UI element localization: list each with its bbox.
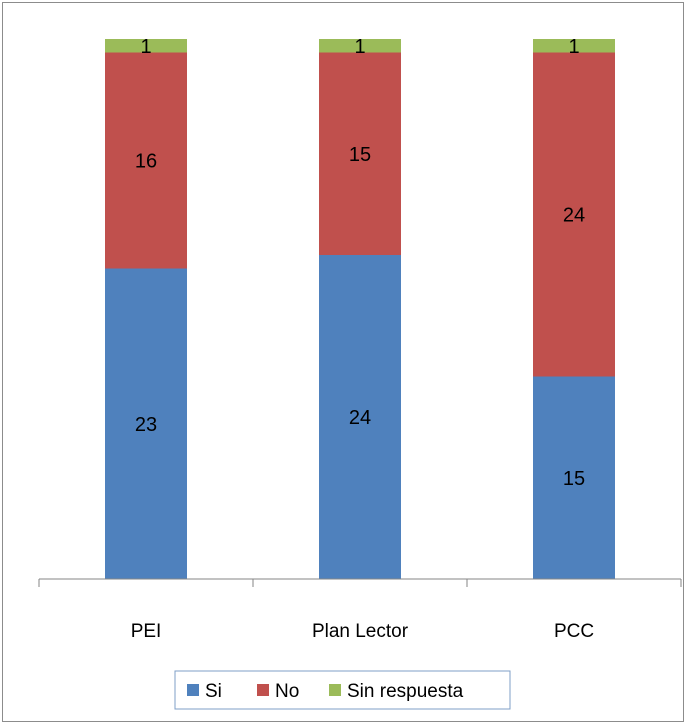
category-label-pcc: PCC bbox=[554, 621, 594, 642]
category-label-plan-lector: Plan Lector bbox=[312, 621, 409, 642]
data-label-plan-lector-sin-respuesta: 1 bbox=[354, 36, 365, 58]
bar-pei-no bbox=[105, 52, 187, 269]
bar-pei-sin-respuesta bbox=[105, 39, 187, 53]
data-label-plan-lector-no: 15 bbox=[349, 144, 371, 166]
legend-label-no: No bbox=[275, 681, 299, 702]
legend: Si No Sin respuesta bbox=[174, 670, 511, 710]
bar-pcc-no bbox=[533, 52, 615, 377]
data-labels-group: 23 16 1 24 15 1 15 24 1 bbox=[135, 36, 585, 490]
data-label-pcc-no: 24 bbox=[563, 205, 585, 227]
legend-label-sin-respuesta: Sin respuesta bbox=[347, 681, 464, 702]
legend-label-si: Si bbox=[205, 681, 222, 702]
data-label-pcc-sin-respuesta: 1 bbox=[568, 36, 579, 58]
data-label-pcc-si: 15 bbox=[563, 468, 585, 490]
data-label-plan-lector-si: 24 bbox=[349, 407, 371, 429]
legend-box bbox=[174, 670, 511, 710]
category-label-pei: PEI bbox=[131, 621, 162, 642]
legend-swatch-si bbox=[187, 684, 199, 696]
bar-pcc-si bbox=[533, 376, 615, 579]
data-label-pei-sin-respuesta: 1 bbox=[140, 36, 151, 58]
data-label-pei-no: 16 bbox=[135, 151, 157, 173]
bar-plan-lector-si bbox=[319, 255, 401, 579]
x-axis bbox=[38, 578, 682, 587]
legend-swatch-sin-respuesta bbox=[329, 684, 341, 696]
bar-pei-si bbox=[105, 268, 187, 579]
category-labels-group: PEI Plan Lector PCC bbox=[131, 621, 594, 642]
bars-group bbox=[105, 39, 615, 579]
bar-plan-lector-sin-respuesta bbox=[319, 39, 401, 53]
bar-pcc-sin-respuesta bbox=[533, 39, 615, 53]
legend-swatch-no bbox=[257, 684, 269, 696]
data-label-pei-si: 23 bbox=[135, 414, 157, 436]
bar-plan-lector-no bbox=[319, 52, 401, 255]
